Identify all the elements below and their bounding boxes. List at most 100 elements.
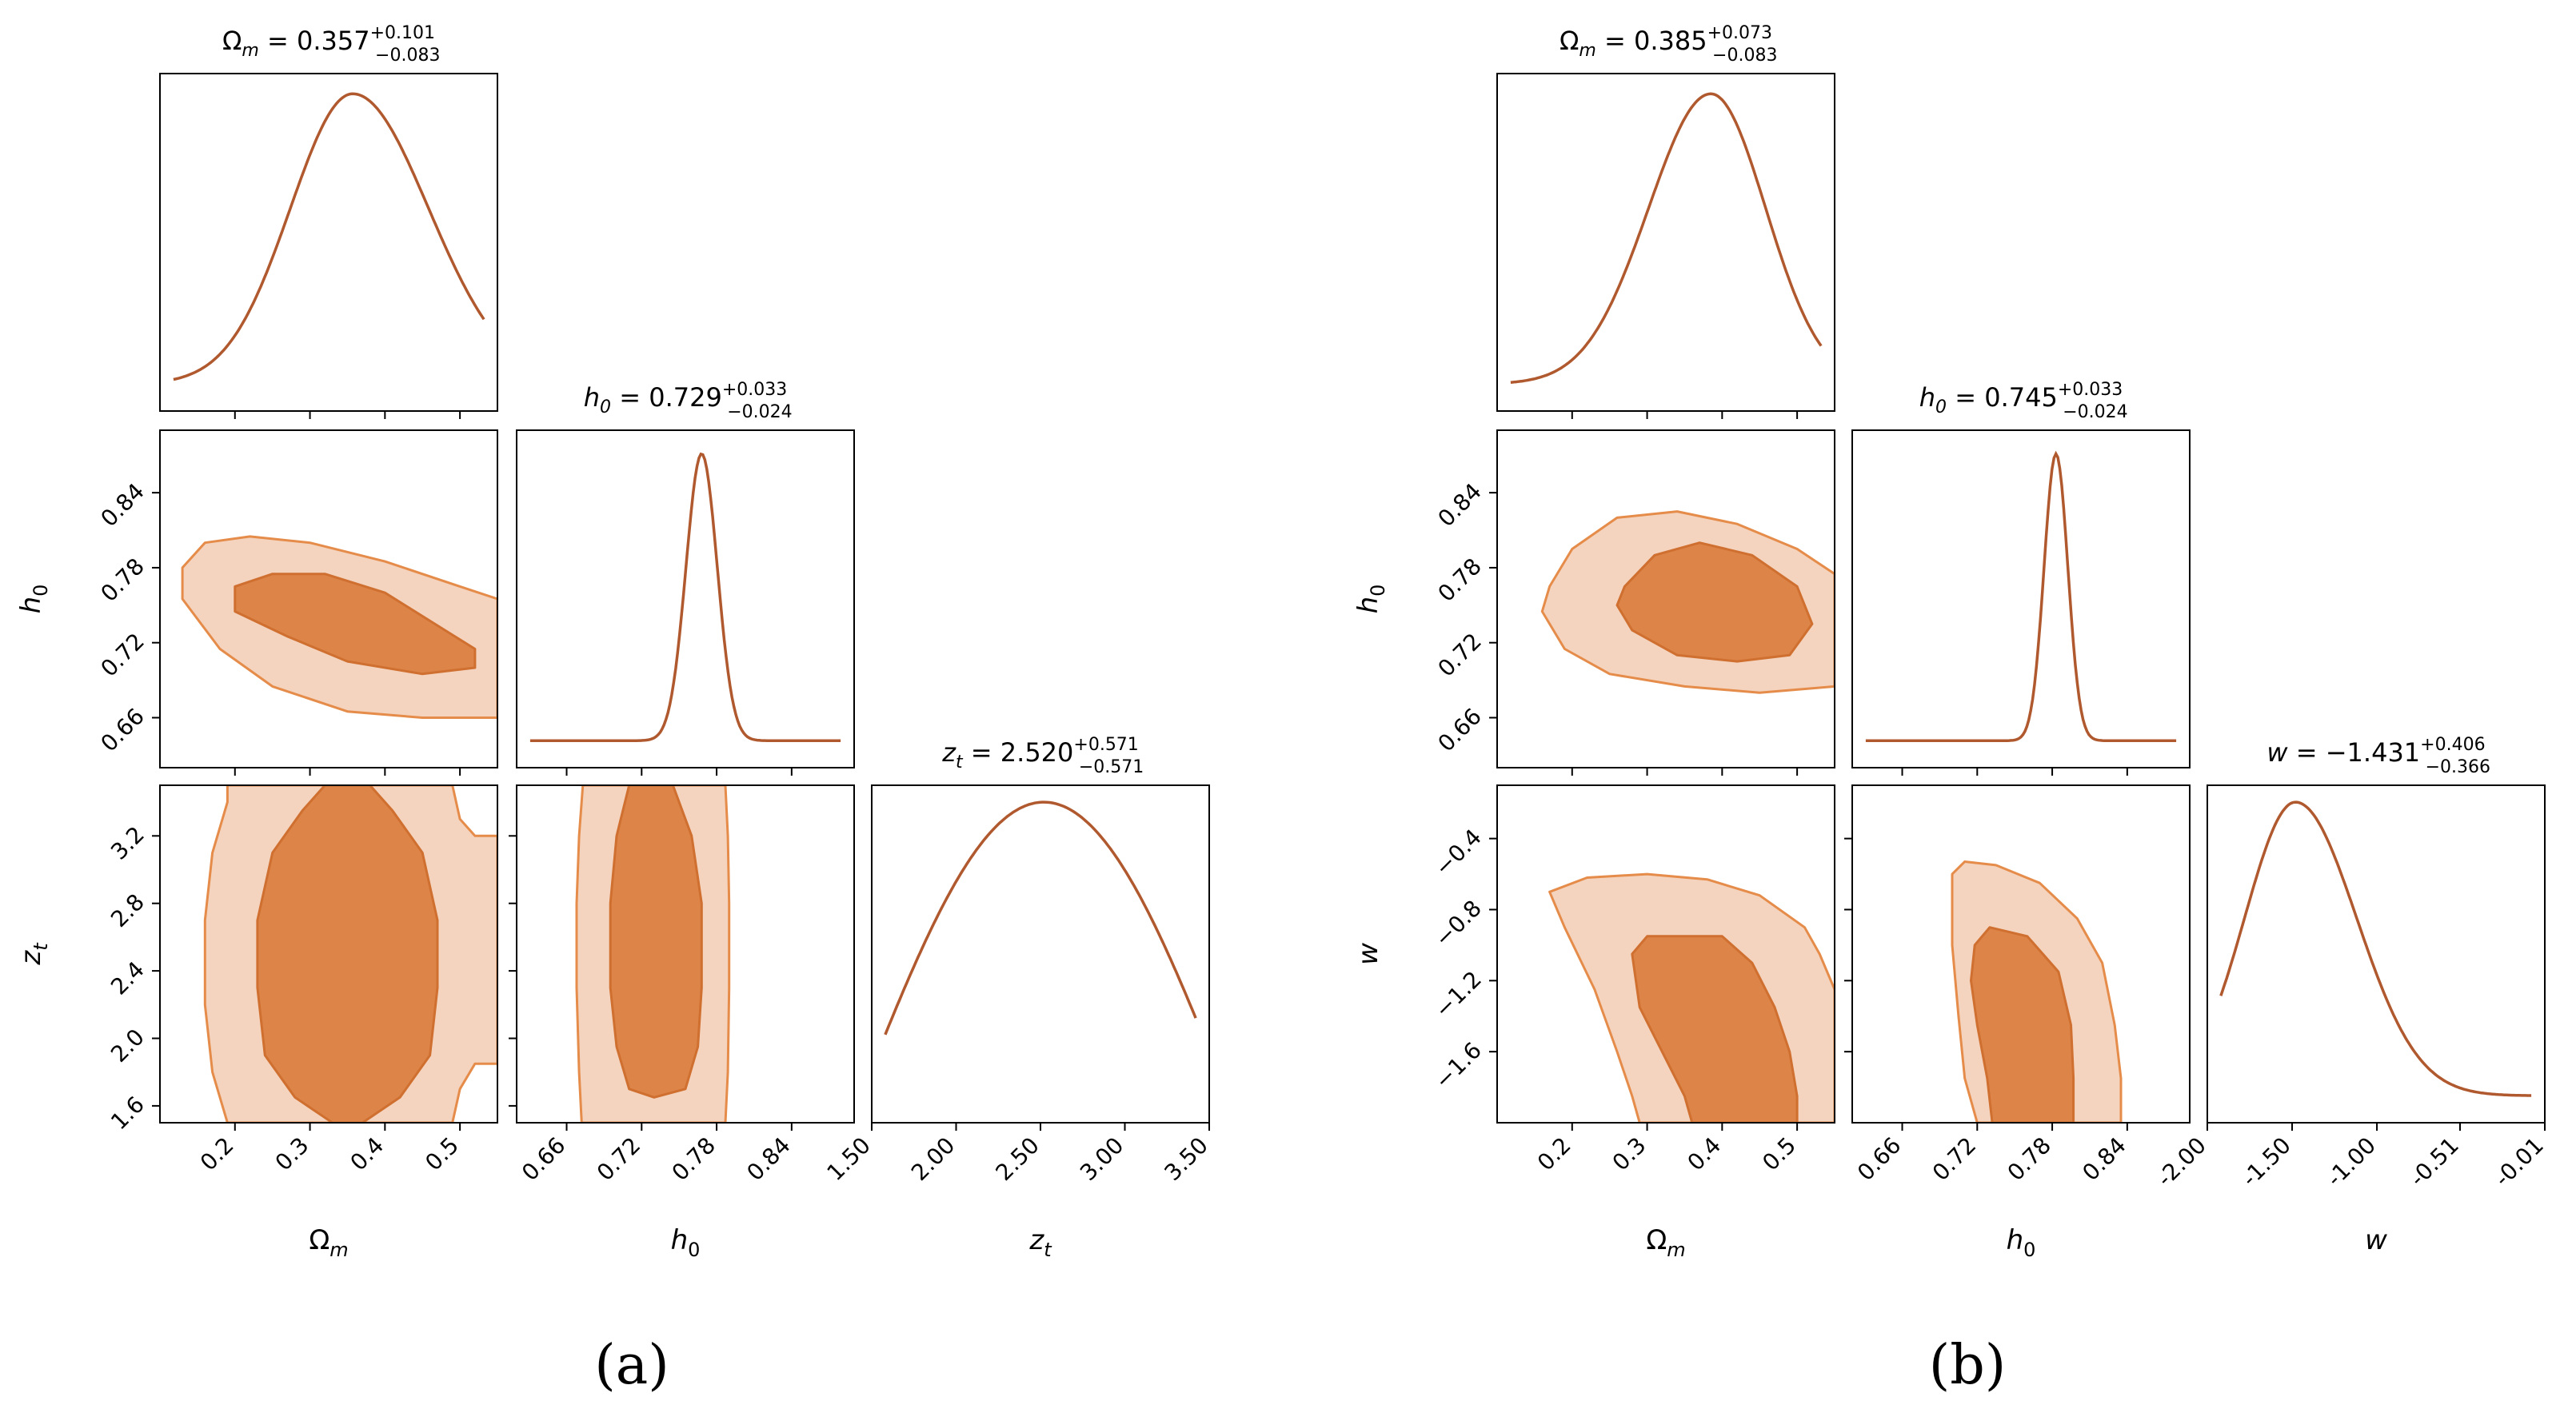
x-tick-label: 3.00 — [1075, 1132, 1128, 1186]
x-tick-label: -0.01 — [2489, 1132, 2549, 1192]
x-tick-label: 0.3 — [270, 1132, 314, 1176]
contours — [203, 785, 497, 1123]
x-tick-label: 0.5 — [1757, 1132, 1801, 1176]
marginal-curve-w — [2219, 800, 2532, 1097]
contours — [1548, 872, 1835, 1123]
contours — [575, 785, 731, 1123]
panel-2-2: 1.50 2.00 2.50 3.00 3.50 — [822, 784, 1213, 1186]
contour-68 — [1615, 541, 1814, 663]
x-axis-label-h0: h0 — [2007, 1224, 2036, 1261]
panel-frame — [1496, 429, 1835, 768]
x-tick-label: 0.78 — [667, 1132, 721, 1186]
y-axis-label-w: w — [1352, 943, 1384, 965]
title-Ωm: Ωm = 0.385+0.073−0.083 — [1560, 23, 1778, 66]
contour-68 — [256, 785, 439, 1123]
y-tick-label: 2.4 — [106, 956, 150, 1000]
caption-b: (b) — [1928, 1334, 2007, 1397]
x-tick-label: -2.00 — [2151, 1132, 2211, 1192]
title-Ωm: Ωm = 0.357+0.101−0.083 — [222, 23, 441, 66]
panel-frame — [159, 73, 498, 412]
y-tick-label: 0.84 — [96, 478, 150, 532]
contour-68 — [234, 573, 477, 676]
y-tick-label: 1.6 — [106, 1092, 150, 1136]
panel-frame — [1851, 429, 2191, 768]
y-tick-label: 3.2 — [106, 821, 150, 865]
title-h0-minus: −0.024 — [2063, 402, 2127, 422]
panel-frame — [1496, 73, 1835, 412]
contour-68 — [1970, 926, 2075, 1123]
x-axis-label-Ωm: Ωm — [1646, 1224, 1685, 1261]
y-tick-label: −0.8 — [1430, 895, 1487, 952]
y-tick-label: −1.6 — [1430, 1037, 1487, 1094]
title-h0-minus: −0.024 — [727, 402, 792, 422]
title-w: w = −1.431+0.406−0.366 — [2266, 735, 2490, 777]
panel-1-1 — [1851, 429, 2191, 776]
title-h0-text: h0 = 0.729+0.033 — [584, 380, 787, 417]
x-axis-label-w: w — [2365, 1224, 2387, 1256]
title-h0: h0 = 0.745+0.033−0.024 — [1919, 380, 2128, 422]
marginal-curve-Ωm — [173, 92, 485, 381]
title-zt-text: zt = 2.520+0.571 — [941, 735, 1139, 772]
contours — [1540, 510, 1835, 694]
y-tick-label: −0.4 — [1430, 824, 1487, 880]
x-tick-label: 0.5 — [420, 1132, 464, 1176]
y-axis-label-h0: h0 — [15, 585, 52, 614]
x-tick-label: -1.50 — [2236, 1132, 2296, 1192]
title-h0-text: h0 = 0.745+0.033 — [1919, 380, 2123, 417]
x-tick-label: 0.72 — [1927, 1132, 1981, 1186]
x-tick-label: 0.4 — [345, 1132, 389, 1176]
x-tick-label: 1.50 — [822, 1132, 876, 1186]
panel-frame — [159, 429, 498, 768]
x-tick-label: -1.00 — [2321, 1132, 2381, 1192]
title-Ωm-text: Ωm = 0.385+0.073 — [1560, 23, 1772, 61]
corner-plot-b: 0.66 0.72 0.78 0.84 0.2 0.3 0.4 0.5 −1.6 −1.2 −0.8… — [1352, 73, 2549, 1261]
panel-frame — [871, 784, 1210, 1124]
contour-68 — [609, 785, 703, 1099]
marginal-curve-zt — [884, 800, 1197, 1036]
contour-68 — [1631, 935, 1799, 1123]
y-tick-label: 2.8 — [106, 888, 150, 932]
x-tick-label: 0.2 — [1532, 1132, 1576, 1176]
panel-frame — [1496, 784, 1835, 1124]
corner-plot-a: 0.66 0.72 0.78 0.84 0.2 0.3 0.4 0.5 1.6 2.0 2.4 2.8… — [15, 73, 1213, 1261]
panel-0-0 — [159, 73, 498, 419]
x-tick-label: 0.4 — [1682, 1132, 1726, 1176]
panel-0-0 — [1496, 73, 1835, 419]
title-Ωm-text: Ωm = 0.357+0.101 — [222, 23, 435, 61]
marginal-curve-Ωm — [1510, 92, 1823, 384]
contours — [181, 535, 497, 719]
panel-frame — [516, 784, 855, 1124]
x-tick-label: 0.2 — [195, 1132, 239, 1176]
panel-1-0: 0.66 0.72 0.78 0.84 — [96, 429, 498, 776]
x-axis-label-h0: h0 — [671, 1224, 701, 1261]
marginal-curve-h0 — [529, 452, 841, 742]
x-tick-label: 2.50 — [991, 1132, 1044, 1186]
x-axis-label-Ωm: Ωm — [309, 1224, 348, 1261]
x-tick-label: -0.51 — [2404, 1132, 2464, 1192]
y-axis-label-h0: h0 — [1352, 585, 1389, 614]
panel-2-1: 0.66 0.72 0.78 0.84 — [509, 784, 855, 1186]
x-tick-label: 0.72 — [592, 1132, 645, 1186]
title-w-minus: −0.366 — [2426, 757, 2490, 777]
panel-frame — [1851, 784, 2191, 1124]
panel-frame — [2207, 784, 2546, 1124]
y-tick-label: 0.66 — [1433, 703, 1487, 756]
title-zt-minus: −0.571 — [1079, 757, 1144, 777]
panel-2-0: 0.2 0.3 0.4 0.5 −1.6 −1.2 −0.8 −0.4 — [1430, 784, 1835, 1176]
panel-1-0: 0.66 0.72 0.78 0.84 — [1433, 429, 1835, 776]
marginal-curve-h0 — [1865, 450, 2177, 742]
x-tick-label: 0.66 — [1852, 1132, 1906, 1186]
panel-2-0: 0.2 0.3 0.4 0.5 1.6 2.0 2.4 2.8 3.2 — [106, 784, 498, 1176]
x-tick-label: 0.3 — [1608, 1132, 1651, 1176]
panel-frame — [159, 784, 498, 1124]
y-tick-label: −1.2 — [1430, 966, 1487, 1023]
panel-2-1: 0.66 0.72 0.78 0.84 — [1844, 784, 2191, 1186]
title-h0: h0 = 0.729+0.033−0.024 — [584, 380, 793, 422]
title-Ωm-minus: −0.083 — [1712, 46, 1777, 66]
y-tick-label: 0.72 — [1433, 628, 1487, 681]
panel-frame — [516, 429, 855, 768]
title-Ωm-minus: −0.083 — [375, 46, 440, 66]
title-zt: zt = 2.520+0.571−0.571 — [941, 735, 1144, 777]
y-tick-label: 0.78 — [96, 553, 150, 607]
